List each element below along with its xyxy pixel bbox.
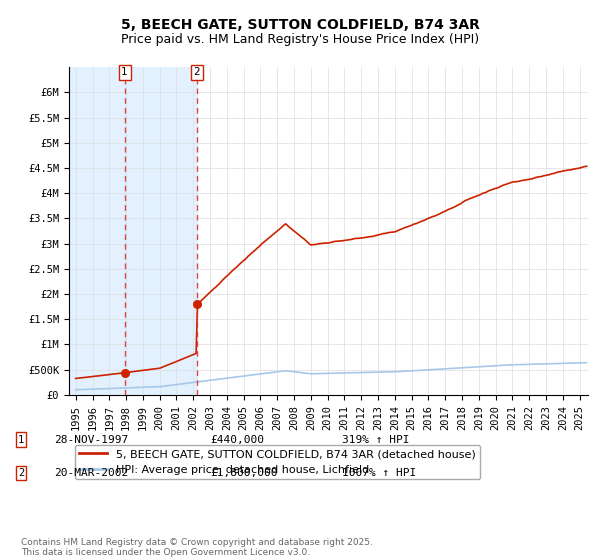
Text: 2: 2	[18, 468, 24, 478]
Legend: 5, BEECH GATE, SUTTON COLDFIELD, B74 3AR (detached house), HPI: Average price, d: 5, BEECH GATE, SUTTON COLDFIELD, B74 3AR…	[74, 445, 480, 479]
Text: 28-NOV-1997: 28-NOV-1997	[54, 435, 128, 445]
Text: 1: 1	[18, 435, 24, 445]
Text: 319% ↑ HPI: 319% ↑ HPI	[342, 435, 409, 445]
Text: £440,000: £440,000	[210, 435, 264, 445]
Text: Price paid vs. HM Land Registry's House Price Index (HPI): Price paid vs. HM Land Registry's House …	[121, 32, 479, 46]
Bar	[69, 67, 125, 395]
Text: £1,800,000: £1,800,000	[210, 468, 277, 478]
Text: 20-MAR-2002: 20-MAR-2002	[54, 468, 128, 478]
Text: 1007% ↑ HPI: 1007% ↑ HPI	[342, 468, 416, 478]
Bar	[125, 67, 197, 395]
Text: Contains HM Land Registry data © Crown copyright and database right 2025.
This d: Contains HM Land Registry data © Crown c…	[21, 538, 373, 557]
Text: 1: 1	[121, 67, 128, 77]
Text: 5, BEECH GATE, SUTTON COLDFIELD, B74 3AR: 5, BEECH GATE, SUTTON COLDFIELD, B74 3AR	[121, 18, 479, 32]
Text: 2: 2	[194, 67, 200, 77]
